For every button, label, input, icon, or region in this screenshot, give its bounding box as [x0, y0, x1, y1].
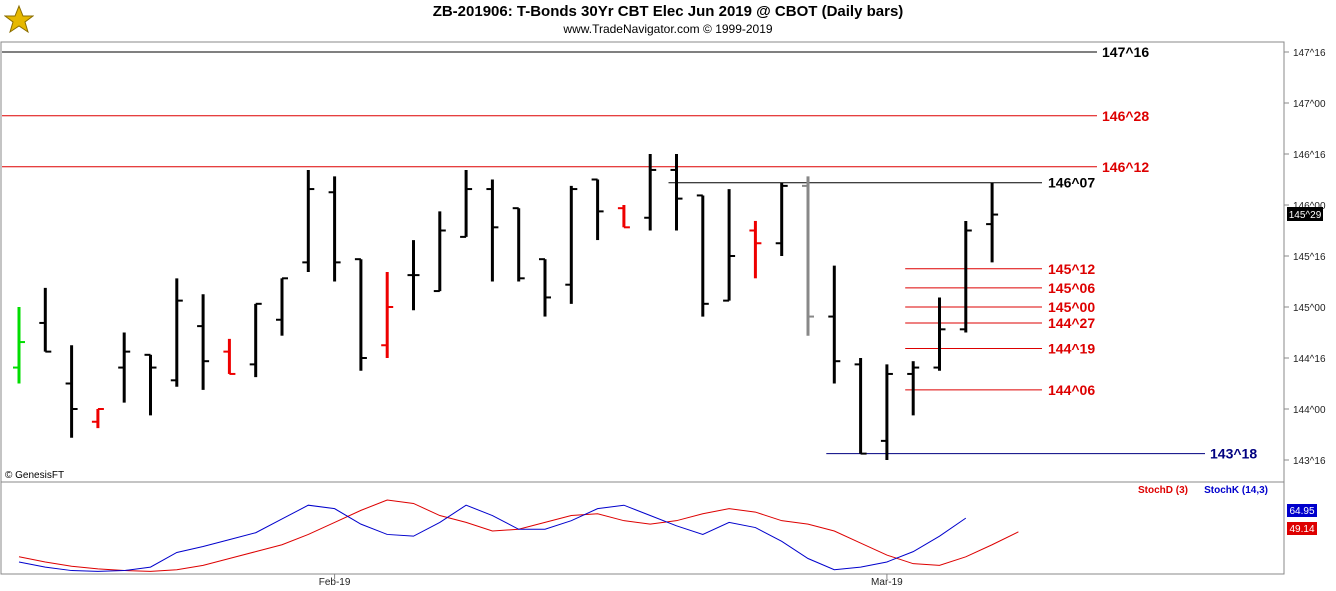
level-label: 146^07 — [1048, 175, 1095, 191]
chart-header: ZB-201906: T-Bonds 30Yr CBT Elec Jun 201… — [0, 0, 1336, 40]
stoch-d-value-box — [1287, 522, 1317, 535]
y-tick-label: 145^00 — [1293, 303, 1326, 314]
stoch-d-line — [18, 499, 1019, 572]
level-label: 146^28 — [1102, 108, 1149, 124]
y-tick-label: 144^16 — [1293, 354, 1326, 365]
y-tick-label: 147^00 — [1293, 99, 1326, 110]
stoch-k-legend: StochK (14,3) — [1204, 485, 1268, 496]
date-axis: Feb-19 Mar-19 — [319, 574, 903, 588]
level-label: 143^18 — [1210, 446, 1257, 462]
chart-title: ZB-201906: T-Bonds 30Yr CBT Elec Jun 201… — [432, 3, 904, 20]
x-tick-label: Mar-19 — [871, 577, 903, 588]
stochastic-lines — [18, 499, 1019, 572]
level-label: 147^16 — [1102, 44, 1149, 60]
price-bars — [13, 154, 999, 460]
stoch-k-value: 64.95 — [1289, 506, 1314, 517]
y-tick-label: 145^16 — [1293, 252, 1326, 263]
chart-subtitle: www.TradeNavigator.com © 1999-2019 — [563, 22, 773, 36]
copyright-label: © GenesisFT — [5, 470, 64, 481]
stoch-d-value: 49.14 — [1289, 524, 1314, 535]
level-label: 146^12 — [1102, 159, 1149, 175]
stoch-d-legend: StochD (3) — [1138, 485, 1188, 496]
level-label: 144^06 — [1048, 382, 1095, 398]
y-tick-label: 146^16 — [1293, 150, 1326, 161]
y-tick-label: 143^16 — [1293, 456, 1326, 467]
level-label: 145^00 — [1048, 299, 1095, 315]
stoch-k-line — [18, 504, 967, 572]
price-axis: 147^16 147^00 146^16 146^00 145^16 145^00 144^… — [1284, 48, 1326, 467]
last-price-label: 145^29 — [1289, 210, 1322, 221]
stoch-k-value-box — [1287, 504, 1317, 517]
last-price-box — [1287, 207, 1323, 221]
y-tick-label: 147^16 — [1293, 48, 1326, 59]
y-tick-label: 146^00 — [1293, 201, 1326, 212]
y-tick-label: 144^00 — [1293, 405, 1326, 416]
oscillator-panel — [0, 481, 1285, 575]
level-label: 145^12 — [1048, 261, 1095, 277]
x-tick-label: Feb-19 — [319, 577, 351, 588]
level-label: 145^06 — [1048, 280, 1095, 296]
level-lines: 147^16 146^28 146^12 146^07 145^12 145^06 145^… — [2, 44, 1257, 462]
trade-navigator-logo — [3, 4, 35, 34]
level-label: 144^27 — [1048, 315, 1095, 331]
level-label: 144^19 — [1048, 340, 1095, 356]
